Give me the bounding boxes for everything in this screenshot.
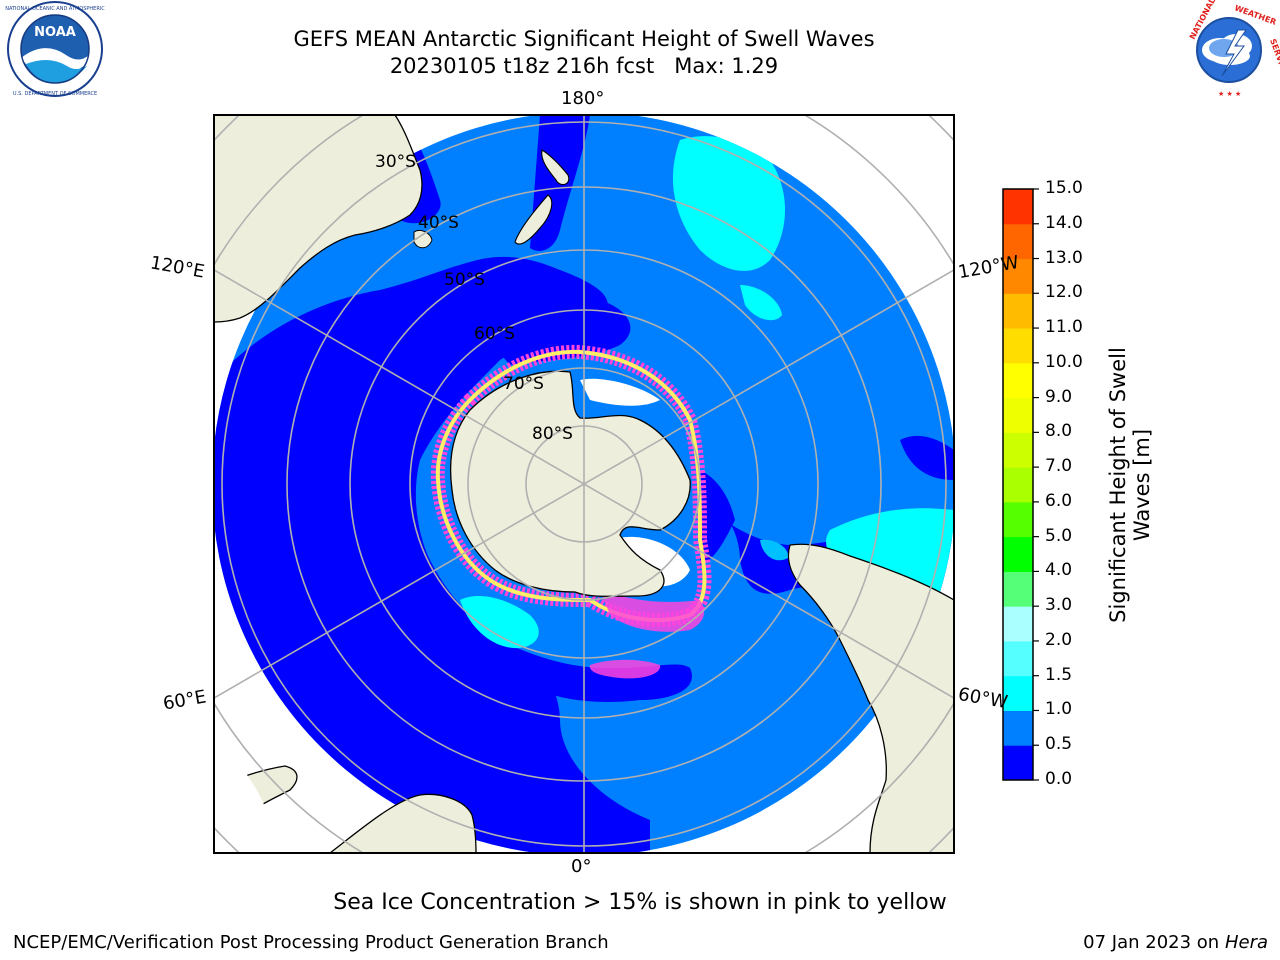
colorbar-tick-label: 2.0	[1045, 629, 1073, 650]
graticule	[214, 115, 954, 853]
colorbar-tick-label: 14.0	[1045, 212, 1083, 233]
colorbar-segment	[1003, 223, 1033, 260]
lat-label-60s: 60°S	[474, 324, 515, 344]
noaa-logo-icon: NOAA NATIONAL OCEANIC AND ATMOSPHERIC U.…	[5, 1, 105, 97]
africa-land	[328, 793, 477, 853]
footer-credit: NCEP/EMC/Verification Post Processing Pr…	[13, 932, 609, 953]
colorbar-tick-label: 15.0	[1045, 178, 1083, 198]
colorbar-segment	[1003, 745, 1033, 781]
colorbar-segment	[1003, 501, 1033, 538]
colorbar-segment	[1003, 710, 1033, 746]
colorbar-tick-label: 7.0	[1045, 456, 1073, 477]
footer-machine: Hera	[1224, 932, 1268, 953]
svg-text:SERVICE: SERVICE	[1268, 38, 1280, 77]
new-zealand-south	[514, 194, 553, 245]
colorbar-segment	[1003, 675, 1033, 711]
colorbar-segment	[1003, 293, 1033, 329]
lat-label-30s: 30°S	[375, 152, 416, 172]
lon-label-0: 0°	[571, 856, 592, 877]
colorbar-tick-label: 4.0	[1045, 560, 1073, 581]
colorbar-segment	[1003, 258, 1033, 294]
colorbar-tick-label: 9.0	[1045, 386, 1073, 407]
colorbar-tick-label: 12.0	[1045, 282, 1083, 303]
colorbar-tick-label: 1.5	[1045, 664, 1073, 685]
australia-land	[214, 115, 423, 323]
cyan-swell-regions	[460, 136, 954, 649]
colorbar-segment	[1003, 467, 1033, 503]
colorbar-segment	[1003, 536, 1033, 572]
lat-label-80s: 80°S	[532, 424, 573, 444]
map-frame	[213, 114, 955, 854]
lon-label-180: 180°	[561, 88, 605, 109]
colorbar-tick-label: 5.0	[1045, 525, 1073, 546]
colorbar-tick-label: 3.0	[1045, 595, 1073, 616]
colorbar-segment	[1003, 397, 1033, 433]
colorbar-segment	[1003, 328, 1033, 364]
footer-date-text: 07 Jan 2023 on	[1083, 932, 1220, 953]
colorbar-tick-label: 6.0	[1045, 490, 1073, 511]
colorbar-segment	[1003, 640, 1033, 677]
svg-text:U.S. DEPARTMENT OF COMMERCE: U.S. DEPARTMENT OF COMMERCE	[13, 91, 97, 97]
colorbar-label: Significant Height of Swell Waves [m]	[1106, 347, 1154, 623]
colorbar-segment	[1003, 606, 1033, 642]
colorbar	[1002, 188, 1039, 781]
antarctica-land	[449, 370, 691, 597]
colorbar-segment	[1003, 571, 1033, 607]
colorbar-tick-label: 1.0	[1045, 699, 1073, 720]
noaa-logo-text: NOAA	[34, 25, 76, 40]
nws-logo-icon: NATIONAL WEATHER SERVICE ★ ★ ★	[1182, 0, 1280, 98]
lat-label-70s: 70°S	[503, 374, 544, 394]
colorbar-tick-label: 0.0	[1045, 769, 1073, 789]
new-zealand-north	[541, 149, 570, 186]
colorbar-tick-label: 0.5	[1045, 734, 1073, 755]
chart-subtitle: 20230105 t18z 216h fcst Max: 1.29	[389, 54, 779, 78]
colorbar-tick-label: 11.0	[1045, 317, 1083, 338]
colorbar-tick-label: 10.0	[1045, 351, 1083, 372]
lat-label-50s: 50°S	[444, 270, 485, 290]
colorbar-segment	[1003, 432, 1033, 468]
colorbar-segment	[1003, 189, 1033, 225]
colorbar-segment	[1003, 362, 1033, 399]
svg-text:NATIONAL OCEANIC AND ATMOSPHER: NATIONAL OCEANIC AND ATMOSPHERIC	[5, 6, 105, 12]
sea-ice-note: Sea Ice Concentration > 15% is shown in …	[333, 890, 947, 915]
svg-text:★ ★ ★: ★ ★ ★	[1218, 90, 1241, 98]
colorbar-frame	[1002, 188, 1034, 781]
chart-title: GEFS MEAN Antarctic Significant Height o…	[293, 27, 875, 51]
colorbar-tick-label: 13.0	[1045, 247, 1083, 268]
lat-label-40s: 40°S	[418, 213, 459, 233]
footer-date: 07 Jan 2023 on Hera	[1083, 932, 1268, 953]
colorbar-tick-label: 8.0	[1045, 421, 1073, 442]
